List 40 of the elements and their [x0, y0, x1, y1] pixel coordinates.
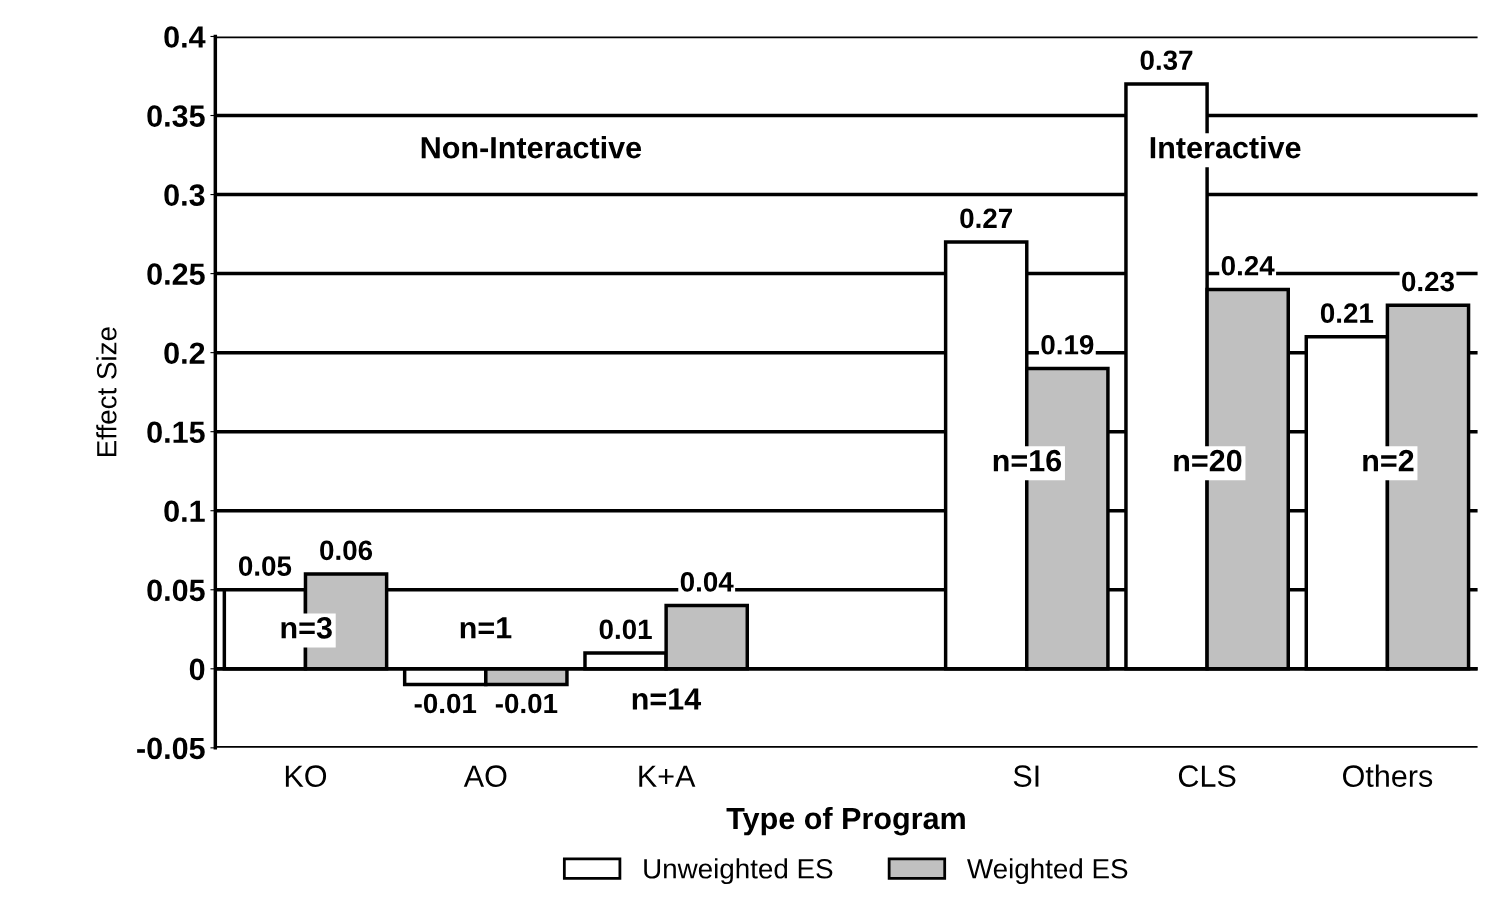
- data-label: 0.37: [1140, 50, 1193, 71]
- annotation: Interactive: [1150, 136, 1301, 159]
- y-axis-title: Effect Size: [96, 327, 117, 457]
- y-tick-label: -0.05: [137, 737, 205, 760]
- x-tick-label: CLS: [1178, 765, 1236, 787]
- data-label: 0.19: [1041, 334, 1094, 355]
- x-axis-title: Type of Program: [726, 806, 965, 836]
- data-label: 0.23: [1402, 271, 1455, 292]
- data-label: 0.01: [599, 619, 652, 640]
- data-label: 0.24: [1221, 255, 1275, 276]
- y-tick-label: 0.1: [164, 500, 205, 523]
- x-tick-label: KO: [285, 765, 327, 787]
- annotation: n=1: [460, 617, 512, 639]
- data-label: 0.06: [320, 540, 373, 561]
- legend-label: Unweighted ES: [644, 858, 833, 885]
- annotation: n=14: [632, 688, 702, 710]
- y-tick-label: 0.25: [147, 263, 205, 285]
- data-label: -0.01: [495, 693, 558, 714]
- y-tick-label: 0.05: [147, 579, 205, 602]
- data-label: 0.21: [1320, 303, 1374, 324]
- y-tick-label: 0.15: [147, 421, 205, 444]
- annotation: n=2: [1363, 449, 1414, 472]
- x-tick-label: K+A: [639, 765, 696, 787]
- x-tick-label: SI: [1013, 765, 1039, 787]
- legend-label: Weighted ES: [967, 858, 1128, 885]
- annotation: n=20: [1174, 449, 1242, 472]
- annotation: Non-Interactive: [421, 136, 642, 159]
- y-tick-label: 0.4: [164, 26, 206, 48]
- y-tick-label: 0.3: [164, 184, 205, 206]
- data-label: 0.05: [238, 556, 292, 576]
- data-label: 0.27: [960, 208, 1013, 229]
- data-label: -0.01: [414, 693, 477, 714]
- data-label: 0.04: [680, 572, 734, 592]
- annotation: n=16: [993, 449, 1062, 472]
- annotation: n=3: [281, 617, 332, 639]
- x-tick-label: Others: [1343, 764, 1433, 787]
- y-tick-label: 0: [189, 658, 205, 681]
- y-tick-label: 0.2: [164, 342, 205, 365]
- y-tick-label: 0.35: [147, 105, 205, 127]
- x-tick-label: AO: [463, 765, 507, 787]
